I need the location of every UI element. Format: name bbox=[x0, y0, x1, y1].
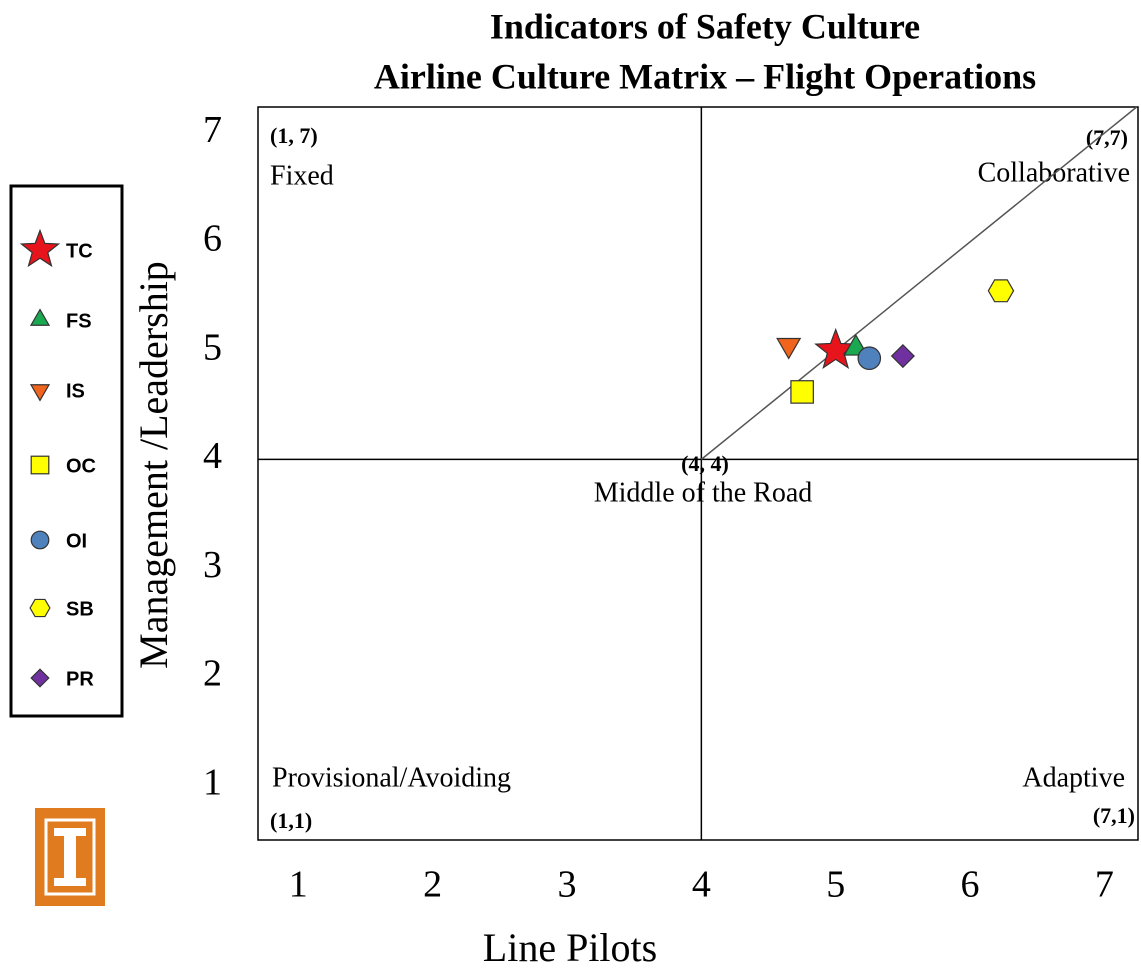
plot-frame bbox=[257, 106, 1139, 841]
legend-marker bbox=[29, 308, 51, 326]
legend-label: OI bbox=[66, 530, 87, 552]
point bbox=[890, 343, 915, 369]
legend-label: TC bbox=[66, 240, 93, 262]
x-tick-label: 3 bbox=[558, 864, 577, 906]
x-tick-label: 2 bbox=[423, 864, 442, 906]
legend-marker bbox=[30, 530, 50, 550]
annotation: Collaborative bbox=[978, 157, 1130, 188]
legend-label: FS bbox=[66, 310, 92, 332]
annotation: Adaptive bbox=[1022, 762, 1125, 793]
point bbox=[857, 346, 882, 371]
x-axis-label: Line Pilots bbox=[483, 925, 657, 970]
y-tick-label: 6 bbox=[203, 218, 222, 260]
legend-marker bbox=[30, 668, 50, 688]
annotation: (7,7) bbox=[1086, 125, 1128, 150]
x-tick-label: 5 bbox=[826, 864, 845, 906]
annotation: Provisional/Avoiding bbox=[272, 762, 511, 793]
legend-marker bbox=[30, 455, 50, 475]
y-tick-label: 4 bbox=[203, 435, 222, 477]
y-tick-label: 2 bbox=[203, 653, 222, 695]
legend-box bbox=[9, 184, 124, 718]
y-tick-label: 7 bbox=[203, 109, 222, 151]
legend-marker bbox=[29, 384, 51, 402]
chart-title: Indicators of Safety Culture bbox=[490, 6, 920, 46]
x-tick-label: 1 bbox=[289, 864, 308, 906]
point bbox=[776, 337, 802, 360]
legend-marker bbox=[29, 598, 51, 618]
point bbox=[987, 279, 1015, 303]
y-tick-label: 3 bbox=[203, 544, 222, 586]
legend-marker bbox=[19, 228, 61, 268]
x-tick-label: 6 bbox=[961, 864, 980, 906]
chart-subtitle: Airline Culture Matrix – Flight Operatio… bbox=[374, 56, 1036, 96]
logo bbox=[35, 808, 105, 906]
annotation: Middle of the Road bbox=[594, 477, 813, 508]
legend-label: PR bbox=[66, 668, 94, 690]
diagonal-line bbox=[700, 106, 1138, 460]
legend-label: OC bbox=[66, 455, 96, 477]
annotation: Fixed bbox=[270, 160, 334, 191]
y-axis-label: Management /Leadership bbox=[131, 261, 176, 669]
x-tick-label: 4 bbox=[692, 864, 711, 906]
annotation: (1,1) bbox=[270, 808, 312, 833]
annotation: (4, 4) bbox=[681, 451, 729, 476]
legend-label: SB bbox=[66, 598, 94, 620]
legend-label: IS bbox=[66, 380, 85, 402]
annotation: (7,1) bbox=[1093, 803, 1135, 828]
point bbox=[790, 380, 814, 404]
y-tick-label: 5 bbox=[203, 326, 222, 368]
y-tick-label: 1 bbox=[203, 761, 222, 803]
x-tick-label: 7 bbox=[1095, 864, 1114, 906]
annotation: (1, 7) bbox=[270, 123, 318, 148]
